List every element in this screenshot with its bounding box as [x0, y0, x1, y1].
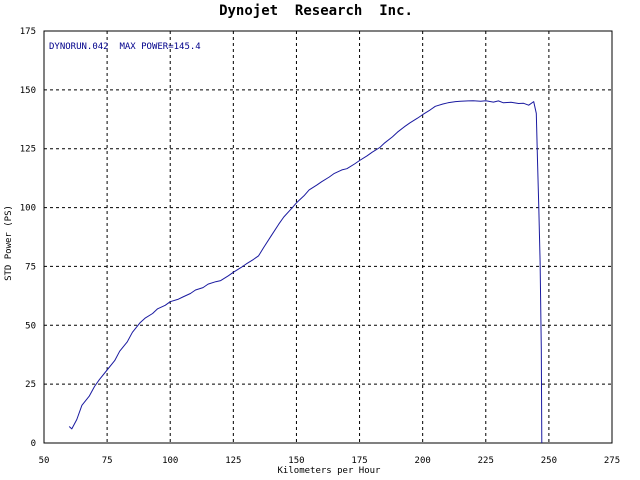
x-tick-label: 125	[225, 456, 241, 466]
x-axis-ticks: 50 75 100 125 150 175 200 225 250 275	[39, 456, 621, 466]
chart-title: Dynojet Research Inc.	[219, 3, 413, 19]
y-tick-label: 25	[25, 380, 36, 390]
plot-area	[43, 30, 613, 444]
y-tick-label: 125	[20, 145, 36, 155]
y-tick-label: 75	[25, 262, 36, 272]
x-tick-label: 100	[162, 456, 178, 466]
x-tick-label: 250	[541, 456, 557, 466]
y-tick-label: 175	[20, 27, 36, 37]
x-tick-label: 150	[288, 456, 304, 466]
y-tick-label: 150	[20, 86, 36, 96]
x-tick-label: 200	[415, 456, 431, 466]
x-tick-label: 50	[39, 456, 50, 466]
x-tick-label: 75	[102, 456, 113, 466]
power-curve-line	[68, 100, 543, 444]
series-group	[68, 100, 543, 444]
y-axis-ticks: 0 25 50 75 100 125 150 175	[20, 27, 36, 449]
x-tick-label: 275	[604, 456, 620, 466]
grid-lines	[44, 31, 612, 443]
y-tick-label: 100	[20, 204, 36, 214]
y-tick-label: 50	[25, 321, 36, 331]
max-power-annotation: DYNORUN.042 MAX POWER=145.4	[49, 42, 201, 52]
x-tick-label: 225	[478, 456, 494, 466]
y-axis-label: STD Power (PS)	[4, 205, 14, 281]
x-axis-label: Kilometers per Hour	[278, 466, 382, 476]
x-tick-label: 175	[351, 456, 367, 466]
y-tick-label: 0	[31, 439, 36, 449]
